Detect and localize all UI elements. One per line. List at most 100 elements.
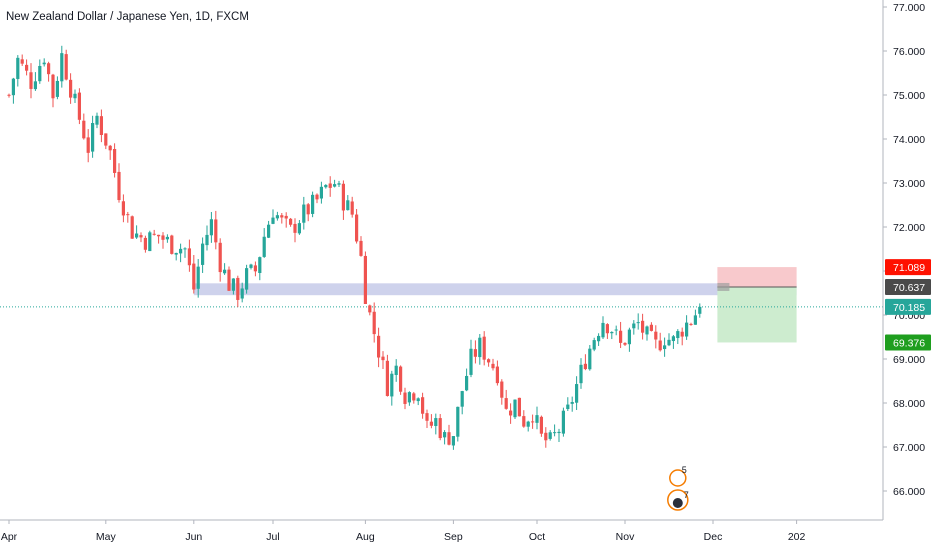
- candle-body: [249, 264, 253, 268]
- candle-body: [104, 133, 108, 146]
- candle-body: [280, 215, 284, 218]
- candle-body: [641, 320, 645, 333]
- candle-body: [306, 204, 310, 215]
- candle-body: [478, 337, 482, 358]
- candle-body: [214, 219, 218, 243]
- candle-body: [491, 363, 495, 369]
- price-tick-label: 77.000: [893, 2, 925, 14]
- candle-body: [539, 416, 543, 434]
- candle-body: [223, 269, 227, 274]
- candle-body: [42, 62, 46, 65]
- candle-body: [698, 306, 702, 314]
- candle-body: [632, 323, 636, 329]
- entry-handle[interactable]: [717, 282, 730, 291]
- time-tick-label: 202: [788, 531, 806, 543]
- candle-body: [69, 79, 73, 98]
- candle-body: [33, 81, 37, 90]
- candle-body: [469, 348, 473, 375]
- candle-body: [73, 93, 77, 99]
- candle-body: [324, 184, 328, 188]
- candle-body: [209, 219, 213, 236]
- candle-body: [337, 183, 341, 185]
- candle-body: [447, 432, 451, 445]
- candle-body: [258, 257, 262, 273]
- candle-body: [157, 234, 161, 237]
- event-marker-circle[interactable]: [669, 469, 687, 487]
- candle-body: [108, 145, 112, 151]
- candle-body: [623, 342, 627, 345]
- target-zone[interactable]: [717, 286, 797, 343]
- candle-body: [130, 216, 134, 239]
- time-tick-label: Aug: [356, 531, 375, 543]
- candle-body: [117, 171, 121, 201]
- candle-body: [218, 242, 222, 273]
- candle-body: [412, 393, 416, 401]
- time-tick-label: Jul: [266, 531, 279, 543]
- candle-body: [20, 59, 24, 64]
- candle-body: [38, 65, 42, 82]
- candle-body: [91, 123, 95, 152]
- candle-body: [174, 252, 178, 255]
- candle-body: [671, 336, 675, 342]
- candle-body: [315, 194, 319, 200]
- candle-body: [183, 248, 187, 250]
- candle-body: [333, 184, 337, 187]
- candle-body: [121, 201, 125, 216]
- entry-price-label: 70.637: [893, 282, 925, 294]
- candle-body: [487, 359, 491, 363]
- candle-body: [205, 234, 209, 246]
- candle-body: [416, 398, 420, 402]
- candle-body: [297, 223, 301, 234]
- time-tick-label: May: [96, 531, 117, 543]
- candle-body: [685, 322, 689, 337]
- time-tick-label: Jun: [185, 531, 202, 543]
- candle-body: [443, 432, 447, 438]
- candle-body: [82, 120, 86, 139]
- candle-body: [390, 373, 394, 397]
- target-price-label: 69.376: [893, 337, 925, 349]
- entry-price-label-bg: [885, 278, 931, 295]
- candle-body: [139, 235, 143, 238]
- candle-body: [614, 329, 618, 331]
- time-tick-label: Sep: [444, 531, 463, 543]
- candle-body: [465, 375, 469, 391]
- candle-body: [509, 410, 513, 416]
- support-zone[interactable]: [193, 283, 797, 296]
- candle-body: [11, 78, 15, 96]
- candle-body: [253, 265, 257, 272]
- candle-body: [663, 345, 667, 350]
- candle-body: [513, 399, 517, 418]
- candle-body: [135, 233, 139, 238]
- candle-body: [561, 410, 565, 434]
- candle-body: [311, 194, 315, 214]
- candle-body: [187, 248, 191, 266]
- candle-body: [47, 63, 51, 75]
- candle-body: [658, 340, 662, 351]
- candle-body: [126, 214, 130, 216]
- candle-body: [588, 348, 592, 370]
- candle-body: [196, 266, 200, 289]
- candle-body: [500, 381, 504, 398]
- candle-body: [601, 322, 605, 338]
- candle-body: [377, 335, 381, 358]
- price-tick-label: 74.000: [893, 134, 925, 146]
- candle-body: [592, 340, 596, 350]
- candle-body: [64, 54, 68, 80]
- candle-body: [86, 137, 90, 153]
- candle-body: [192, 263, 196, 290]
- candle-body: [667, 339, 671, 346]
- candle-body: [16, 57, 20, 79]
- price-tick-label: 76.000: [893, 46, 925, 58]
- candle-body: [566, 404, 570, 409]
- candle-body: [636, 322, 640, 324]
- candle-body: [579, 364, 583, 384]
- stop-zone[interactable]: [717, 267, 797, 287]
- candle-body: [693, 315, 697, 325]
- chart-title: New Zealand Dollar / Japanese Yen, 1D, F…: [6, 11, 249, 23]
- candle-body: [434, 418, 438, 427]
- candle-body: [152, 233, 156, 235]
- candle-body: [689, 323, 693, 325]
- price-tick-label: 72.000: [893, 222, 925, 234]
